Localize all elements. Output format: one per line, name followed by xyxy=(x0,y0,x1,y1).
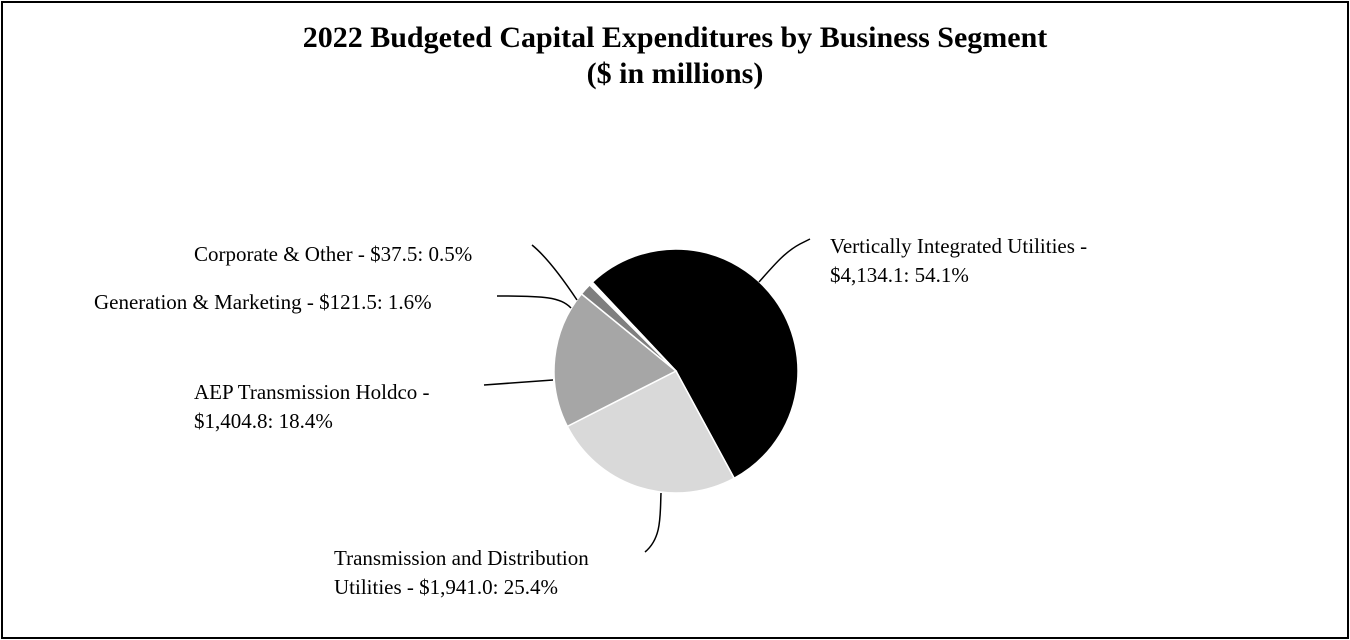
label-line-2: Utilities - $1,941.0: 25.4% xyxy=(334,575,558,599)
pie-slice-transmission-and-distribution-utilities xyxy=(566,369,736,494)
label-line-2: $4,134.1: 54.1% xyxy=(830,263,969,287)
label-vertically-integrated-utilities: Vertically Integrated Utilities - $4,134… xyxy=(830,232,1087,290)
label-line-2: $1,404.8: 18.4% xyxy=(194,409,333,433)
leader-lines xyxy=(483,238,811,553)
pie-slices xyxy=(553,248,799,494)
label-transmission-and-distribution-utilities: Transmission and Distribution Utilities … xyxy=(334,544,589,602)
chart-title-block: 2022 Budgeted Capital Expenditures by Bu… xyxy=(0,20,1350,92)
label-line-1: AEP Transmission Holdco - xyxy=(194,380,430,404)
leader-line-generation-marketing xyxy=(496,295,572,309)
label-line-1: Generation & Marketing - $121.5: 1.6% xyxy=(94,290,432,314)
label-aep-transmission-holdco: AEP Transmission Holdco - $1,404.8: 18.4… xyxy=(194,378,430,436)
pie-slice-vertically-integrated-utilities xyxy=(591,248,799,480)
label-line-1: Transmission and Distribution xyxy=(334,546,589,570)
label-line-1: Vertically Integrated Utilities - xyxy=(830,234,1088,258)
chart-subtitle: ($ in millions) xyxy=(586,57,764,90)
label-line-1: Corporate & Other - $37.5: 0.5% xyxy=(194,242,473,266)
chart-title: 2022 Budgeted Capital Expenditures by Bu… xyxy=(302,21,1048,54)
label-generation-marketing: Generation & Marketing - $121.5: 1.6% xyxy=(94,288,432,317)
leader-line-corporate-other xyxy=(531,244,578,301)
label-corporate-other: Corporate & Other - $37.5: 0.5% xyxy=(194,240,472,269)
pie-slice-aep-transmission-holdco xyxy=(553,292,678,428)
leader-line-vertically-integrated-utilities xyxy=(758,238,811,283)
leader-line-transmission-and-distribution xyxy=(644,492,662,553)
pie-slice-corporate-other xyxy=(588,281,677,372)
leader-line-aep-transmission-holdco xyxy=(483,379,554,386)
